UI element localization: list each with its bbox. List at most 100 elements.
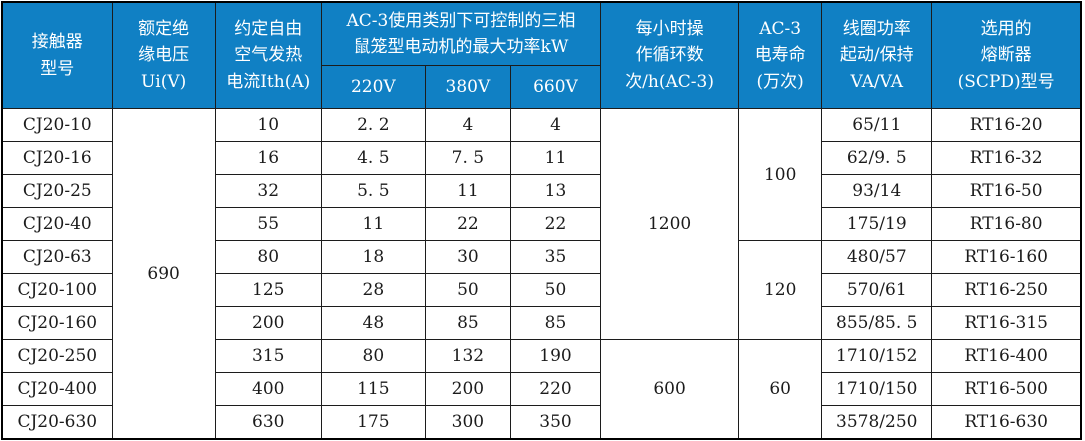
header-cell-380v: 380V	[424, 65, 511, 109]
table-row: CJ20-400 400 115 200 220 1710/150 RT16-5…	[1, 372, 1082, 406]
cell-model: CJ20-16	[1, 141, 113, 175]
cell-kw220: 48	[320, 306, 426, 340]
cell-fuse: RT16-315	[931, 306, 1082, 340]
cell-fuse: RT16-250	[931, 273, 1082, 307]
cell-coil: 65/11	[821, 108, 933, 142]
header-cell-electrical-life: AC-3 电寿命 (万次)	[738, 1, 823, 109]
cell-ith: 315	[214, 339, 322, 373]
cell-kw380: 200	[424, 372, 511, 406]
cell-kw220: 115	[320, 372, 426, 406]
cell-kw660: 350	[509, 405, 602, 440]
cell-ui-voltage: 690	[111, 108, 216, 440]
table-row: CJ20-40 55 11 22 22 175/19 RT16-80	[1, 207, 1082, 241]
cell-ith: 32	[214, 174, 322, 208]
cell-kw220: 18	[320, 240, 426, 274]
cell-model: CJ20-630	[1, 405, 113, 440]
cell-kw380: 11	[424, 174, 511, 208]
cell-ith: 55	[214, 207, 322, 241]
header-cell-660v: 660V	[509, 65, 602, 109]
cell-fuse: RT16-500	[931, 372, 1082, 406]
cell-cycles-1200: 1200	[600, 108, 740, 340]
cell-coil: 93/14	[821, 174, 933, 208]
cell-kw380: 4	[424, 108, 511, 142]
table-body: CJ20-10 690 10 2. 2 4 4 1200 100 65/11 R…	[1, 108, 1082, 440]
cell-kw660: 13	[509, 174, 602, 208]
cell-ith: 630	[214, 405, 322, 440]
cell-coil: 855/85. 5	[821, 306, 933, 340]
cell-model: CJ20-100	[1, 273, 113, 307]
header-cell-cycles: 每小时操 作循环数 次/h(AC-3)	[600, 1, 740, 109]
header-cell-coil-power: 线圈功率 起动/保持 VA/VA	[821, 1, 933, 109]
cell-model: CJ20-40	[1, 207, 113, 241]
cell-kw220: 4. 5	[320, 141, 426, 175]
cell-kw380: 132	[424, 339, 511, 373]
cell-ith: 80	[214, 240, 322, 274]
cell-kw220: 28	[320, 273, 426, 307]
header-row-sub: 220V 380V 660V	[2, 65, 1081, 109]
cell-kw380: 50	[424, 273, 511, 307]
cell-model: CJ20-10	[1, 108, 113, 142]
header-cell-model: 接触器 型号	[1, 1, 113, 109]
header-cell-fuse: 选用的 熔断器 (SCPD)型号	[931, 1, 1082, 109]
cell-kw220: 175	[320, 405, 426, 440]
cell-kw660: 11	[509, 141, 602, 175]
cell-model: CJ20-400	[1, 372, 113, 406]
cell-coil: 1710/150	[821, 372, 933, 406]
cell-kw380: 85	[424, 306, 511, 340]
cell-coil: 480/57	[821, 240, 933, 274]
header-cell-220v: 220V	[320, 65, 426, 109]
cell-coil: 1710/152	[821, 339, 933, 373]
cell-fuse: RT16-80	[931, 207, 1082, 241]
cell-kw380: 30	[424, 240, 511, 274]
cell-life-60: 60	[738, 339, 823, 440]
cell-coil: 175/19	[821, 207, 933, 241]
cell-kw660: 22	[509, 207, 602, 241]
cell-kw660: 220	[509, 372, 602, 406]
cell-kw380: 7. 5	[424, 141, 511, 175]
cell-fuse: RT16-400	[931, 339, 1082, 373]
cell-model: CJ20-63	[1, 240, 113, 274]
table-row: CJ20-16 16 4. 5 7. 5 11 62/9. 5 RT16-32	[1, 141, 1082, 175]
cell-fuse: RT16-50	[931, 174, 1082, 208]
cell-ith: 125	[214, 273, 322, 307]
table-row: CJ20-10 690 10 2. 2 4 4 1200 100 65/11 R…	[1, 108, 1082, 440]
header-row-top: 接触器 型号 额定绝 缘电压 Ui(V) 约定自由 空气发热 电流Ith(A) …	[1, 1, 1082, 109]
table-row: CJ20-25 32 5. 5 11 13 93/14 RT16-50	[1, 174, 1082, 208]
cell-kw380: 300	[424, 405, 511, 440]
cell-ith: 10	[214, 108, 322, 142]
table-header: 接触器 型号 额定绝 缘电压 Ui(V) 约定自由 空气发热 电流Ith(A) …	[1, 1, 1082, 109]
cell-ith: 400	[214, 372, 322, 406]
cell-kw660: 50	[509, 273, 602, 307]
cell-kw220: 5. 5	[320, 174, 426, 208]
cell-kw660: 35	[509, 240, 602, 274]
table-row: CJ20-100 125 28 50 50 570/61 RT16-250	[1, 273, 1082, 307]
header-cell-kw-group: AC-3使用类别下可控制的三相 鼠笼型电动机的最大功率kW	[320, 1, 602, 66]
header-cell-insulation-voltage: 额定绝 缘电压 Ui(V)	[111, 1, 216, 109]
cell-fuse: RT16-20	[931, 108, 1082, 142]
cell-fuse: RT16-32	[931, 141, 1082, 175]
cell-coil: 570/61	[821, 273, 933, 307]
cell-cycles-600: 600	[600, 339, 740, 440]
cell-life-100: 100	[738, 108, 823, 241]
cell-model: CJ20-160	[1, 306, 113, 340]
cell-kw220: 2. 2	[320, 108, 426, 142]
cell-model: CJ20-250	[1, 339, 113, 373]
cell-model: CJ20-25	[1, 174, 113, 208]
header-cell-thermal-current: 约定自由 空气发热 电流Ith(A)	[214, 1, 322, 109]
cell-ith: 200	[214, 306, 322, 340]
table-row: CJ20-250 315 80 132 190 600 60 1710/152 …	[1, 339, 1082, 440]
cell-kw380: 22	[424, 207, 511, 241]
cell-kw660: 190	[509, 339, 602, 373]
cell-life-120: 120	[738, 240, 823, 340]
cell-fuse: RT16-160	[931, 240, 1082, 274]
cell-ith: 16	[214, 141, 322, 175]
cell-kw220: 80	[320, 339, 426, 373]
cell-coil: 3578/250	[821, 405, 933, 440]
cell-kw660: 85	[509, 306, 602, 340]
cell-kw660: 4	[509, 108, 602, 142]
cell-coil: 62/9. 5	[821, 141, 933, 175]
cell-fuse: RT16-630	[931, 405, 1082, 440]
cell-kw220: 11	[320, 207, 426, 241]
